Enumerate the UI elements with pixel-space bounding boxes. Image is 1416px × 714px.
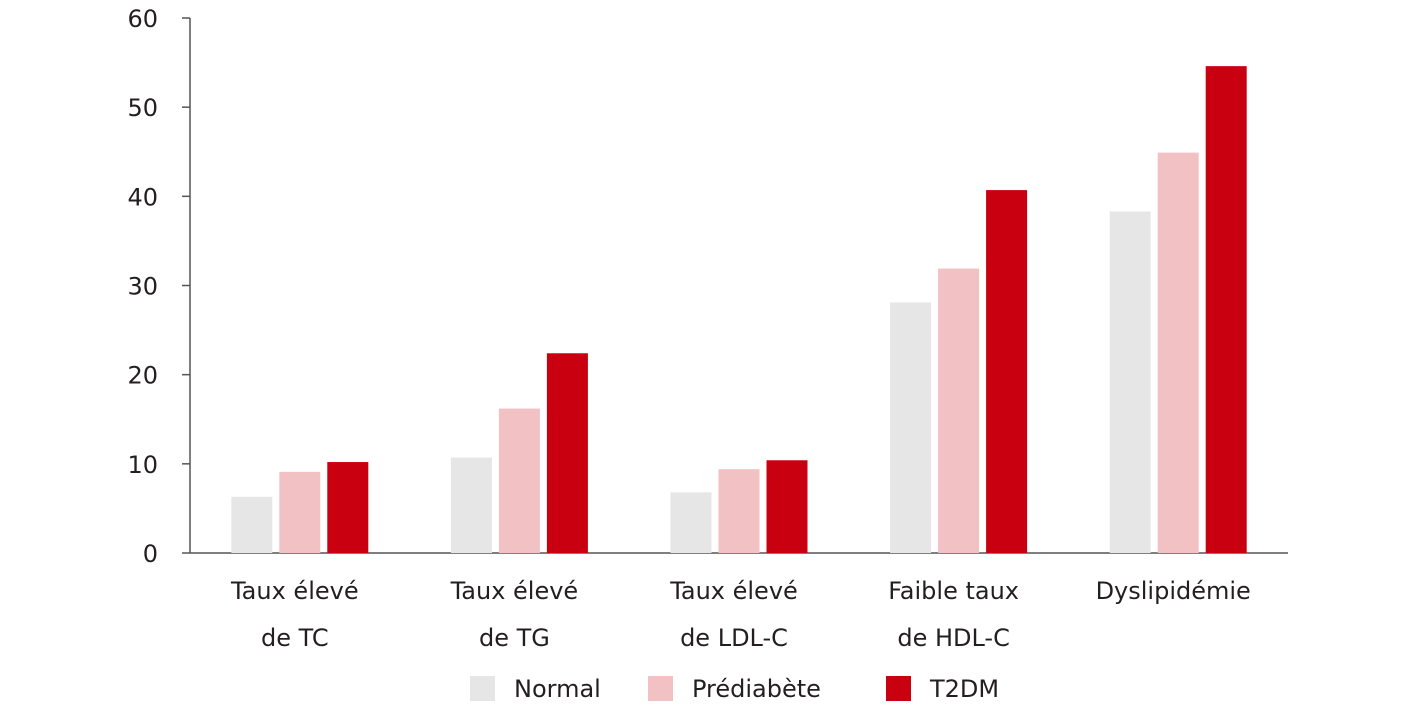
x-tick-label: de TG	[479, 624, 550, 652]
legend-label: Prédiabète	[692, 675, 821, 703]
x-tick-label: Dyslipidémie	[1096, 577, 1251, 605]
bar	[231, 496, 273, 553]
bar	[986, 190, 1028, 553]
bar	[1205, 66, 1247, 554]
bar	[279, 471, 321, 553]
y-tick-label: 20	[127, 362, 158, 390]
legend-swatch	[648, 676, 673, 701]
legend-label: T2DM	[929, 675, 999, 703]
x-tick-label: Faible taux	[888, 577, 1019, 605]
y-tick-label: 10	[127, 451, 158, 479]
y-tick-label: 50	[127, 94, 158, 122]
bar	[938, 268, 980, 553]
y-tick-label: 60	[127, 5, 158, 33]
y-tick-label: 40	[127, 183, 158, 211]
legend-label: Normal	[514, 675, 601, 703]
x-tick-label: de TC	[261, 624, 329, 652]
bar	[718, 469, 760, 553]
x-tick-label: Taux élevé	[669, 577, 798, 605]
bar	[546, 353, 588, 553]
bar	[1109, 211, 1151, 553]
legend-swatch	[470, 676, 495, 701]
bar	[670, 492, 712, 553]
legend-swatch	[886, 676, 911, 701]
bar	[498, 408, 540, 553]
bar	[450, 457, 492, 553]
bar	[327, 462, 369, 553]
bar	[890, 302, 932, 553]
y-tick-label: 0	[143, 540, 158, 568]
x-tick-label: Taux élevé	[450, 577, 579, 605]
bar	[1157, 152, 1199, 553]
x-tick-label: de LDL-C	[680, 624, 788, 652]
x-tick-label: Taux élevé	[230, 577, 359, 605]
bar	[766, 460, 808, 553]
y-tick-label: 30	[127, 273, 158, 301]
x-tick-label: de HDL-C	[897, 624, 1010, 652]
